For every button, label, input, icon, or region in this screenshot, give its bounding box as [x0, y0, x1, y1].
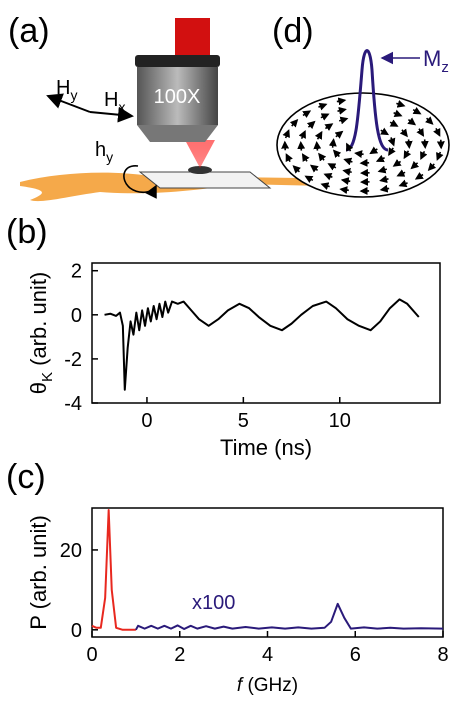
data-line: [105, 299, 419, 389]
mz-sub: z: [441, 59, 449, 76]
y-tick-label: 2: [71, 261, 82, 283]
x-axis-title-unit: (GHz): [242, 675, 298, 696]
objective-label: 100X: [154, 86, 201, 108]
mz-label: Mz: [423, 46, 449, 76]
data-line: [136, 604, 443, 630]
x-tick-label: 10: [329, 410, 351, 432]
field-label: Hx: [104, 89, 125, 115]
vortex-arrow: [333, 140, 334, 148]
y-tick-label: -4: [64, 393, 82, 415]
panel-label: (a): [8, 12, 50, 50]
field-sub: y: [106, 149, 113, 165]
field-main: H: [104, 89, 118, 111]
objective-ring: [135, 55, 220, 67]
y-axis-title: P (arb. unit): [26, 515, 51, 630]
plot-frame: [92, 263, 440, 403]
chart: (c) 0 20 0 2 4 6 8 P (arb. unit) f (GHz) x100: [6, 458, 449, 696]
arrow-hx: [90, 112, 132, 116]
vortex-arrow: [356, 153, 364, 154]
y-tick-label: 20: [60, 540, 82, 562]
y-tick-label: 0: [71, 620, 82, 642]
plot-frame: [92, 508, 443, 637]
x-tick-label: 8: [437, 644, 448, 666]
x-tick-label: 5: [238, 410, 249, 432]
panel-label: (b): [6, 213, 48, 251]
field-main: H: [56, 77, 70, 99]
x-tick-label: 2: [174, 644, 185, 666]
x-axis-title: Time (ns): [220, 435, 312, 460]
objective-tip: [137, 125, 218, 142]
y-axis-title-rest: (arb. unit): [26, 272, 51, 372]
beam: [185, 140, 215, 168]
vortex-arrow: [341, 189, 349, 190]
field-sub: y: [70, 87, 77, 103]
vortex-arrow: [409, 139, 410, 147]
vortex-arrow: [301, 143, 302, 151]
field-main: h: [95, 139, 106, 161]
field-label: hy: [95, 139, 113, 165]
panel-d: (d) Mz: [272, 12, 449, 197]
y-axis-title-main: θ: [26, 382, 51, 394]
vortex-arrow: [425, 139, 426, 147]
x-tick-label: 0: [86, 644, 97, 666]
field-label: Hy: [56, 77, 77, 103]
data-line: [92, 510, 136, 630]
mz-main: M: [423, 46, 441, 71]
slide: [140, 172, 270, 188]
y-tick-label: 0: [71, 305, 82, 327]
chart: (b) 2 0 -2 -4 0 5 10 θK (arb. unit) Time (ns): [6, 213, 440, 460]
panel-label: (c): [6, 458, 46, 496]
panel-label: (d): [272, 12, 314, 50]
y-axis-title-sub: K: [39, 372, 56, 382]
y-tick-label: -2: [64, 349, 82, 371]
field-sub: x: [118, 99, 125, 115]
x-tick-label: 6: [350, 644, 361, 666]
y-axis-title: θK (arb. unit): [26, 272, 56, 395]
vortex-arrow: [317, 143, 318, 151]
x-tick-label: 0: [141, 410, 152, 432]
annotation: x100: [192, 592, 235, 614]
laser: [175, 18, 210, 56]
x-tick-label: 4: [262, 644, 273, 666]
x-axis-title: f (GHz): [237, 675, 298, 696]
